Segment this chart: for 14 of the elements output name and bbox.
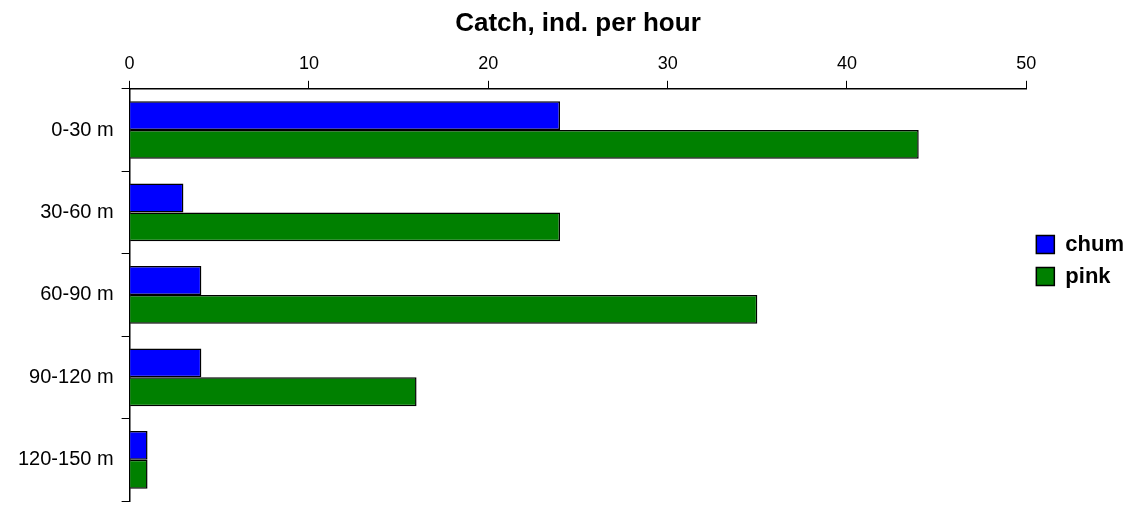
x-tick-label: 10 (298, 52, 319, 73)
x-tick-label: 50 (1016, 52, 1037, 73)
y-tick-label: 60-90 m (40, 282, 114, 305)
x-tick-label: 30 (657, 52, 678, 73)
x-axis-title: Catch, ind. per hour (455, 6, 701, 37)
y-tick-label: 120-150 m (17, 447, 114, 470)
y-tick-label: 30-60 m (40, 199, 114, 222)
x-tick-label: 40 (836, 52, 857, 73)
legend-label: chum (1065, 230, 1125, 256)
y-tick-label: 90-120 m (29, 364, 114, 387)
x-tick-label: 0 (124, 52, 135, 73)
legend-label: pink (1065, 262, 1112, 288)
y-tick-label: 0-30 m (51, 117, 114, 140)
x-tick-label: 20 (478, 52, 499, 73)
